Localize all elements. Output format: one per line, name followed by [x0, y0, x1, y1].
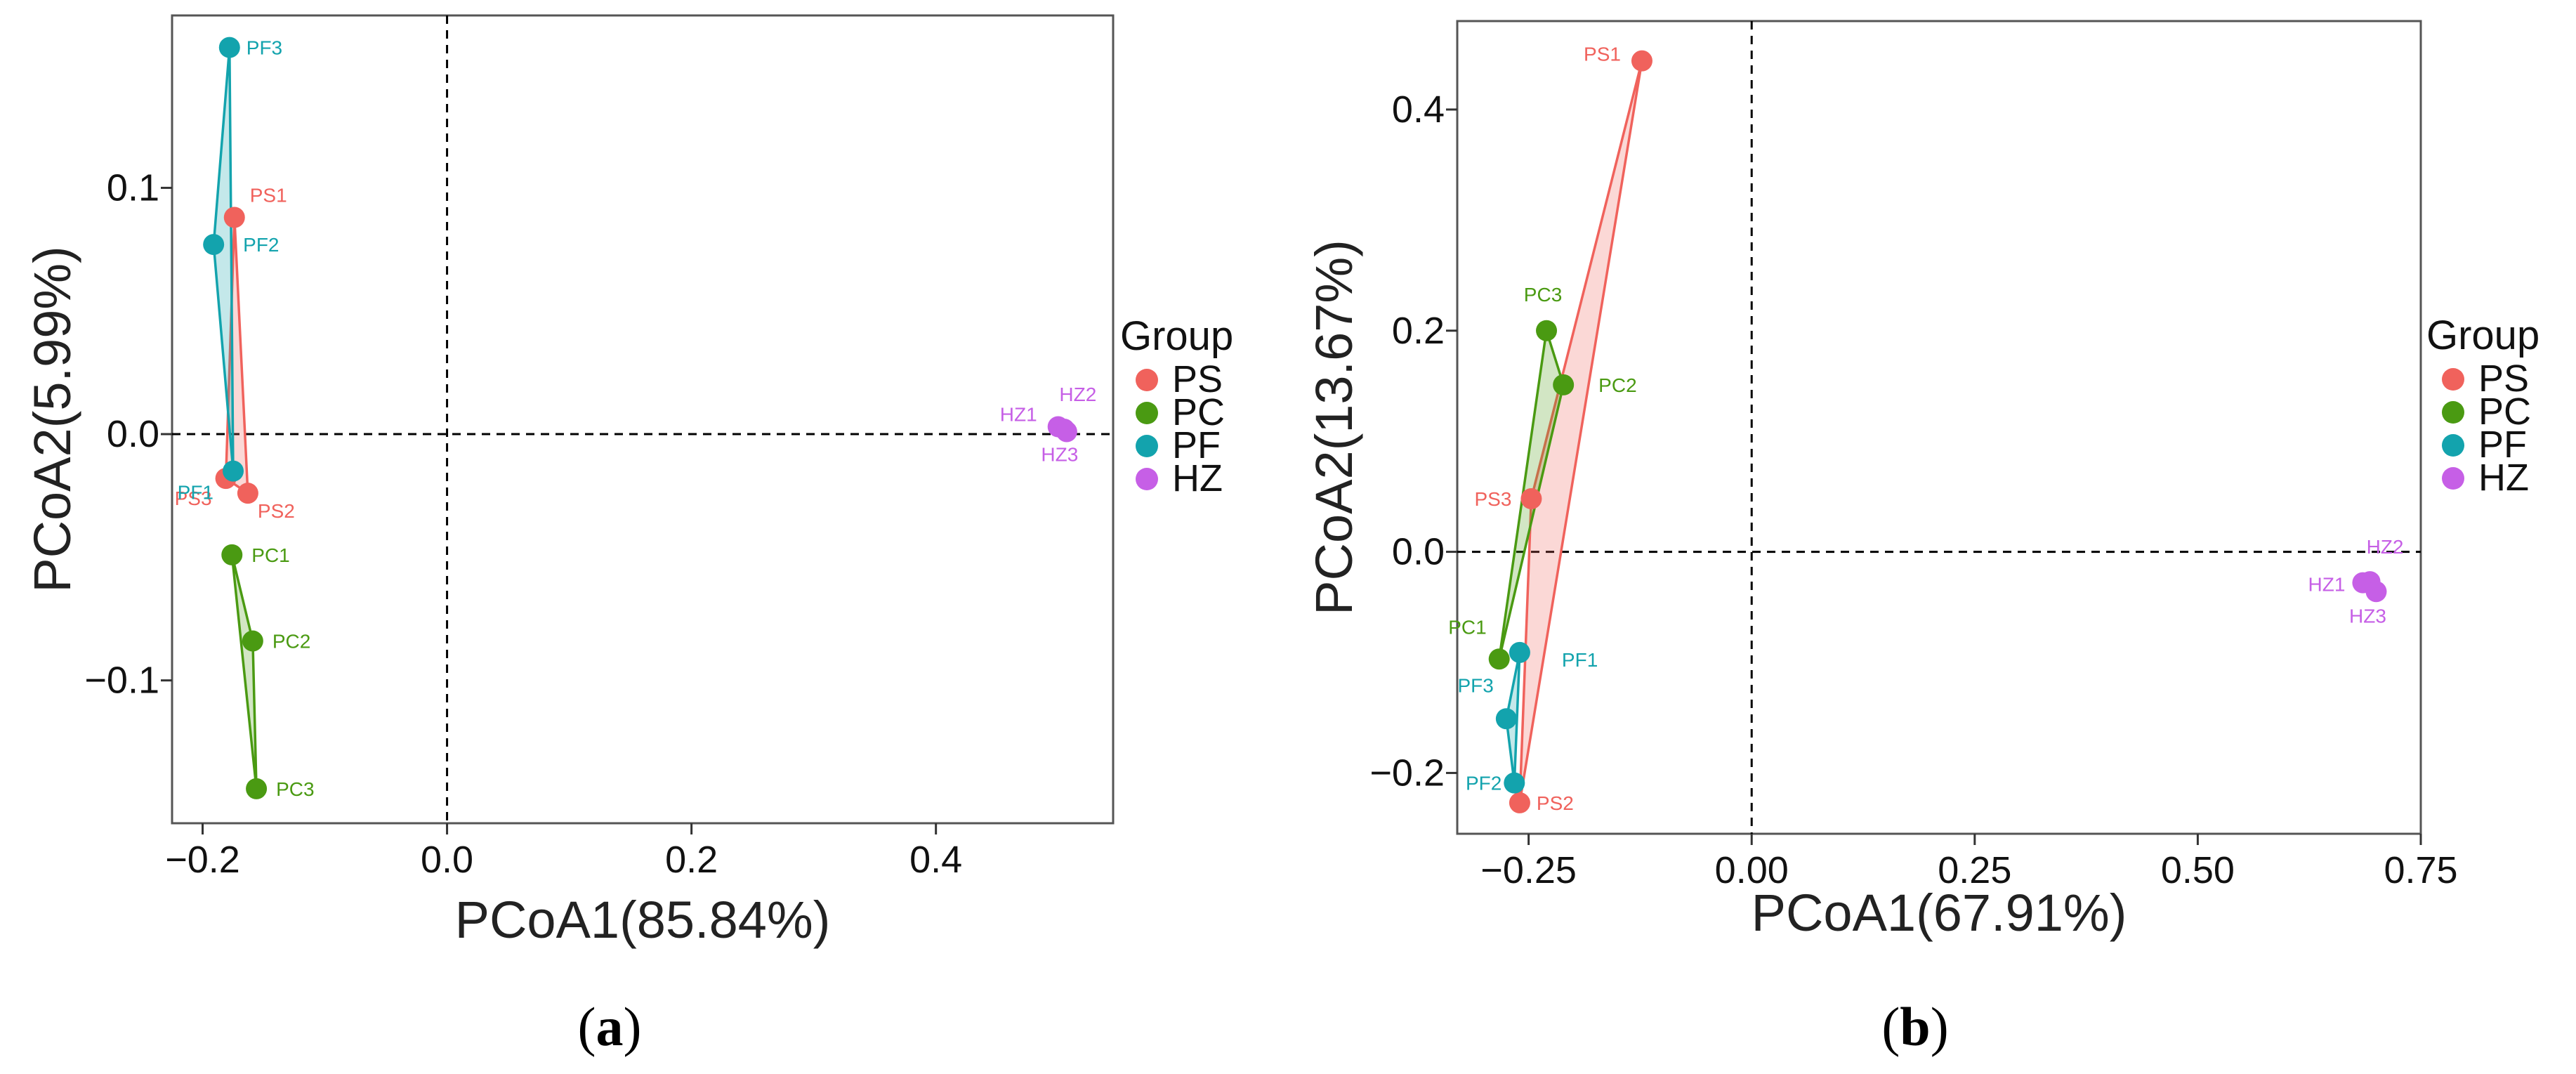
x-tick-label: 0.25 [1938, 849, 2011, 891]
x-tick-label: 0.4 [909, 839, 962, 881]
y-axis-title: PCoA2(13.67%) [1305, 240, 1363, 615]
point-label-ps1: PS1 [250, 185, 287, 207]
point-label-pc2: PC2 [1598, 374, 1636, 396]
point-label-pc1: PC1 [1448, 616, 1486, 638]
legend-title: Group [2426, 313, 2539, 358]
point-ps2 [1509, 792, 1530, 813]
point-ps3 [1520, 488, 1542, 510]
point-label-pc3: PC3 [1524, 284, 1562, 306]
point-label-hz3: HZ3 [2349, 605, 2386, 627]
legend-item-ps: PS [1172, 358, 1223, 400]
legend-dot-pf [2442, 434, 2464, 457]
y-tick-label: 0.4 [1392, 89, 1445, 131]
point-hz3 [2365, 581, 2387, 603]
legend-item-ps: PS [2478, 358, 2529, 400]
legend-dot-ps [2442, 368, 2464, 391]
point-label-pf2: PF2 [1466, 773, 1501, 794]
hull-pc [230, 554, 258, 790]
plot-frame [171, 14, 1115, 825]
legend-dot-pf [1136, 435, 1158, 457]
point-label-pf2: PF2 [243, 234, 279, 256]
point-pf2 [1504, 772, 1525, 794]
y-tick-label: −0.1 [84, 660, 159, 702]
y-tick-label: 0.2 [1392, 310, 1445, 352]
point-label-hz1: HZ1 [1000, 404, 1037, 426]
y-tick-label: 0.1 [107, 166, 159, 209]
point-pc2 [1553, 374, 1575, 395]
legend-item-pf: PF [2478, 424, 2527, 466]
legend-dot-hz [2442, 467, 2464, 490]
hull-pf [212, 46, 235, 473]
point-pf1 [223, 460, 244, 482]
point-label-pf3: PF3 [1458, 674, 1494, 696]
point-ps1 [223, 207, 245, 228]
x-tick-label: 0.75 [2384, 849, 2457, 891]
point-label-pf1: PF1 [1562, 649, 1598, 671]
x-axis-title: PCoA1(67.91%) [1752, 884, 2127, 942]
point-label-ps1: PS1 [1584, 44, 1621, 65]
y-tick-label: −0.2 [1369, 752, 1445, 794]
point-label-pf1: PF1 [178, 482, 213, 504]
y-tick-label: 0.0 [1392, 531, 1445, 573]
point-label-hz2: HZ2 [2367, 536, 2404, 558]
point-label-hz3: HZ3 [1041, 444, 1078, 466]
point-label-ps2: PS2 [258, 500, 295, 522]
point-pc3 [1536, 320, 1558, 341]
panel-b: −0.25 0.00 0.25 0.50 0.75 −0.2 0.0 0.2 0.4 PCoA1(… [1305, 20, 2539, 942]
x-tick-label: 0.2 [665, 839, 718, 881]
point-label-ps3: PS3 [1475, 488, 1512, 510]
x-tick-label: 0.00 [1715, 849, 1789, 891]
point-pf1 [1509, 641, 1530, 663]
legend-item-pc: PC [2478, 391, 2531, 433]
point-label-pc1: PC1 [251, 544, 289, 566]
point-label-pc2: PC2 [272, 631, 310, 653]
legend-item-pf: PF [1172, 424, 1221, 466]
legend-dot-hz [1136, 468, 1158, 490]
panel-a: −0.2 0.0 0.2 0.4 −0.1 0.0 0.1 PCoA1(85.84%) PCoA… [23, 14, 1233, 949]
legend-item-pc: PC [1172, 391, 1225, 433]
point-pf3 [218, 37, 240, 58]
x-tick-label: −0.25 [1480, 849, 1577, 891]
point-label-hz1: HZ1 [2308, 574, 2346, 596]
point-pf3 [1495, 708, 1517, 730]
point-pc1 [1488, 648, 1510, 670]
y-axis-title: PCoA2(5.99%) [23, 246, 81, 593]
point-label-ps3: PS3 [175, 487, 212, 509]
caption-b: (b) [1881, 996, 1948, 1057]
point-hz3 [1056, 421, 1077, 443]
point-label-hz2: HZ2 [1059, 384, 1096, 405]
legend-title: Group [1120, 313, 1233, 359]
point-label-pf3: PF3 [247, 37, 282, 59]
x-tick-label: −0.2 [165, 839, 240, 881]
point-label-ps2: PS2 [1537, 792, 1574, 814]
legend-dot-pc [2442, 401, 2464, 424]
y-tick-label: 0.0 [107, 413, 159, 455]
hull-ps [224, 216, 249, 495]
plot-frame [1456, 20, 2422, 835]
point-pc1 [221, 544, 243, 565]
caption-a: (a) [578, 996, 642, 1057]
point-pc2 [242, 630, 263, 652]
point-label-pc3: PC3 [276, 778, 314, 800]
point-ps1 [1631, 50, 1652, 72]
x-tick-label: 0.0 [421, 839, 473, 881]
point-pc3 [246, 778, 268, 799]
point-ps2 [237, 483, 258, 504]
legend-dot-ps [1136, 369, 1158, 391]
point-pf2 [203, 234, 225, 256]
x-axis-title: PCoA1(85.84%) [455, 891, 831, 949]
x-tick-label: 0.50 [2161, 849, 2235, 891]
legend-item-hz: HZ [1172, 457, 1223, 499]
legend-item-hz: HZ [2478, 457, 2529, 499]
legend-dot-pc [1136, 402, 1158, 424]
